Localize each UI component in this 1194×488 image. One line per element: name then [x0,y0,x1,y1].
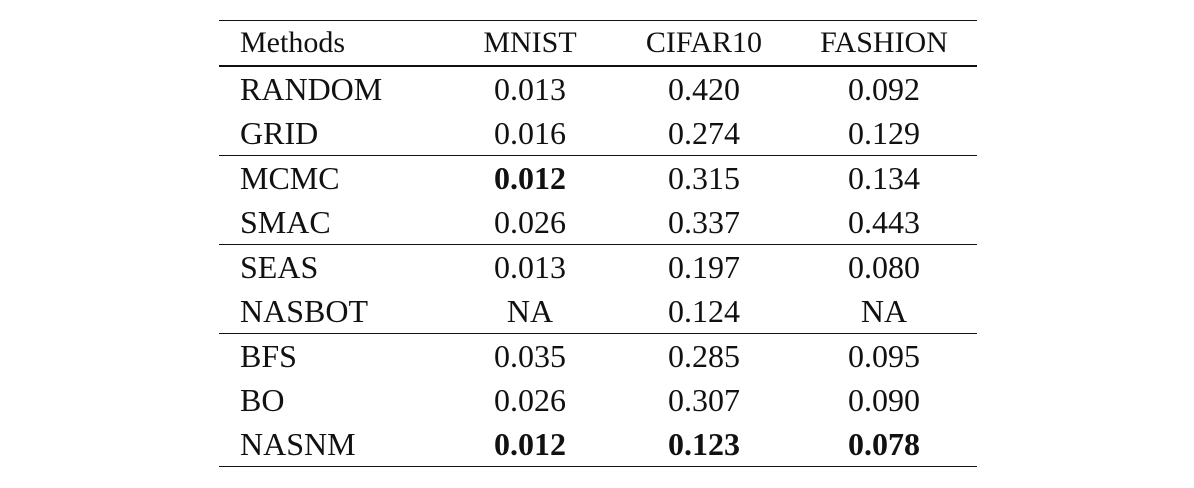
table-row: RANDOM 0.013 0.420 0.092 [219,66,977,111]
method-name: SEAS [219,244,443,289]
cifar10-value: 0.337 [668,203,740,240]
fashion-value: 0.080 [791,244,977,289]
column-header-mnist: MNIST [483,26,577,59]
table-row: SMAC 0.026 0.337 0.443 [219,200,977,245]
mnist-value-best: 0.012 [443,422,617,467]
table-row: SEAS 0.013 0.197 0.080 [219,244,977,289]
mnist-value: NA [506,292,554,329]
table-row: BFS 0.035 0.285 0.095 [219,333,977,378]
fashion-value: 0.129 [848,114,920,151]
column-header-methods: Methods [240,26,345,59]
cifar10-value: 0.274 [668,114,740,151]
method-name: BO [240,381,285,418]
cifar10-value: 0.307 [668,381,740,418]
cifar10-value: 0.315 [617,155,791,200]
fashion-value: 0.134 [791,155,977,200]
table-header: Methods MNIST CIFAR10 FASHION [219,20,977,66]
cifar10-value: 0.285 [617,333,791,378]
table-row: BO 0.026 0.307 0.090 [219,378,977,422]
fashion-value: 0.095 [791,333,977,378]
table-row: NASBOT NA 0.124 NA [219,289,977,334]
mnist-value: 0.013 [443,244,617,289]
method-name: GRID [240,114,319,151]
column-header-fashion: FASHION [820,26,948,59]
method-name: NASBOT [240,292,369,329]
mnist-value: 0.026 [494,381,566,418]
method-name: SMAC [240,203,331,240]
cifar10-value: 0.197 [617,244,791,289]
method-name: MCMC [219,155,443,200]
mnist-value: 0.035 [443,333,617,378]
method-name: NASNM [219,422,443,467]
fashion-value: 0.443 [848,203,920,240]
cifar10-value-best: 0.123 [617,422,791,467]
method-name: BFS [219,333,443,378]
table-row: MCMC 0.012 0.315 0.134 [219,155,977,200]
cifar10-value: 0.420 [668,70,740,107]
fashion-value: 0.092 [848,70,920,107]
results-table: Methods MNIST CIFAR10 FASHION RANDOM 0.0… [219,20,977,467]
mnist-value-best: 0.012 [443,155,617,200]
fashion-value-best: 0.078 [791,422,977,467]
table-row: GRID 0.016 0.274 0.129 [219,111,977,156]
mnist-value: 0.026 [494,203,566,240]
fashion-value: NA [860,292,908,329]
column-header-cifar10: CIFAR10 [645,26,763,59]
mnist-value: 0.016 [494,114,566,151]
mnist-value: 0.013 [494,70,566,107]
table-body: RANDOM 0.013 0.420 0.092 GRID 0.016 0.27… [219,66,977,467]
fashion-value: 0.090 [848,381,920,418]
table-row: NASNM 0.012 0.123 0.078 [219,422,977,467]
cifar10-value: 0.124 [668,292,740,329]
results-table-container: Methods MNIST CIFAR10 FASHION RANDOM 0.0… [219,20,977,467]
method-name: RANDOM [240,70,383,107]
header-row: Methods MNIST CIFAR10 FASHION [219,20,977,66]
